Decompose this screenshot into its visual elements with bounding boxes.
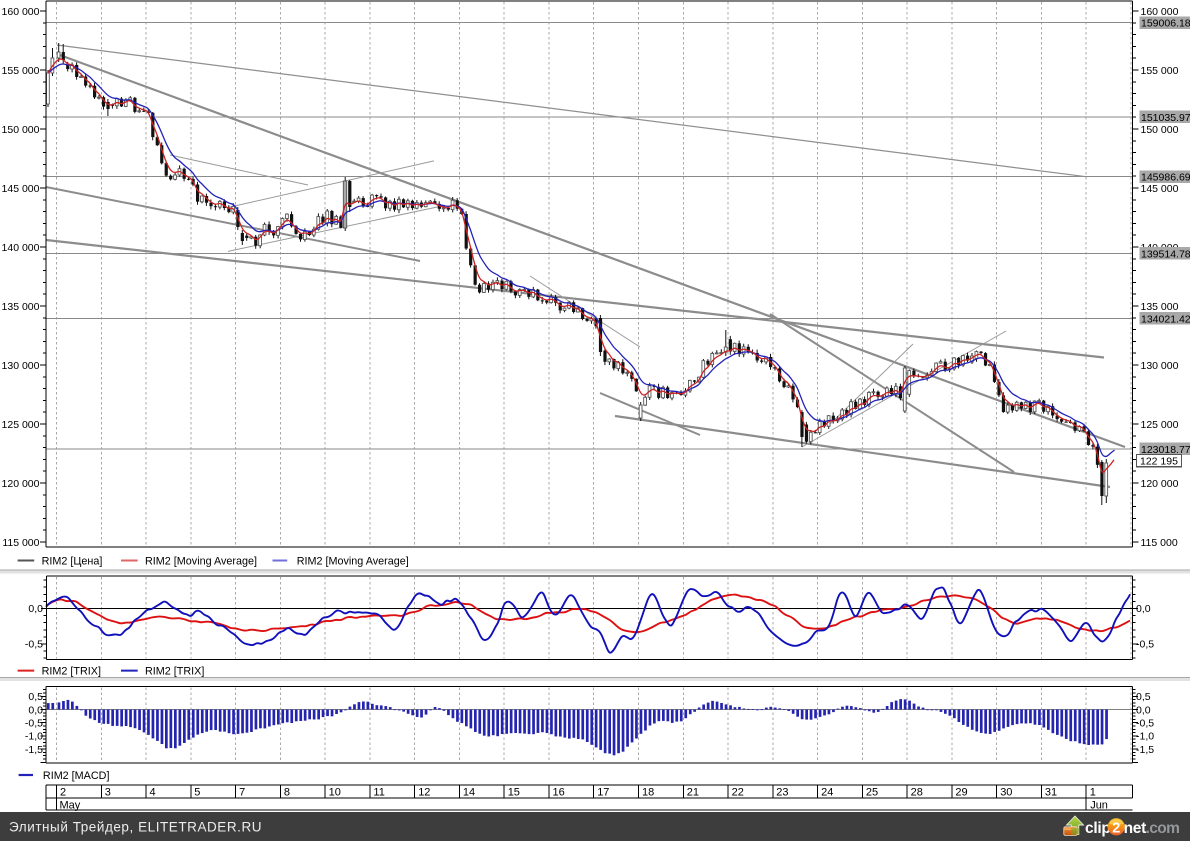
svg-text:139514.78: 139514.78 — [1141, 248, 1190, 260]
svg-text:RIM2 [Цена]: RIM2 [Цена] — [42, 556, 103, 568]
svg-text:125 000: 125 000 — [2, 419, 40, 431]
svg-text:3: 3 — [105, 786, 111, 798]
svg-text:-1,0: -1,0 — [25, 731, 43, 743]
svg-text:5: 5 — [194, 786, 200, 798]
svg-text:135 000: 135 000 — [1141, 301, 1179, 313]
svg-text:10: 10 — [329, 786, 341, 798]
svg-text:May: May — [60, 799, 81, 811]
svg-text:159006.18: 159006.18 — [1141, 18, 1190, 30]
svg-text:120 000: 120 000 — [1141, 478, 1179, 490]
svg-text:16: 16 — [553, 786, 565, 798]
svg-text:net: net — [1124, 820, 1146, 837]
svg-text:0,0: 0,0 — [1136, 603, 1151, 615]
svg-text:-0,5: -0,5 — [25, 718, 43, 730]
svg-text:30: 30 — [1000, 786, 1012, 798]
svg-text:24: 24 — [821, 786, 833, 798]
svg-text:123018.77: 123018.77 — [1141, 444, 1190, 456]
svg-text:0,0: 0,0 — [1136, 704, 1151, 716]
svg-text:150 000: 150 000 — [1141, 124, 1179, 136]
svg-text:0,0: 0,0 — [28, 704, 43, 716]
svg-text:23: 23 — [776, 786, 788, 798]
svg-text:2: 2 — [60, 786, 66, 798]
svg-text:1: 1 — [1090, 786, 1096, 798]
svg-text:29: 29 — [955, 786, 967, 798]
svg-text:12: 12 — [418, 786, 430, 798]
svg-text:145986.69: 145986.69 — [1141, 172, 1190, 184]
svg-text:-0,5: -0,5 — [1136, 718, 1154, 730]
svg-text:-1,0: -1,0 — [1136, 731, 1154, 743]
svg-text:-1,5: -1,5 — [25, 744, 43, 756]
svg-text:31: 31 — [1045, 786, 1057, 798]
svg-text:160 000: 160 000 — [1141, 6, 1179, 18]
svg-text:RIM2 [TRIX]: RIM2 [TRIX] — [42, 666, 101, 678]
svg-text:151035.97: 151035.97 — [1141, 112, 1190, 124]
svg-text:4: 4 — [150, 786, 156, 798]
svg-text:11: 11 — [373, 786, 384, 798]
svg-text:160 000: 160 000 — [2, 6, 40, 18]
svg-text:Элитный Трейдер, ELITETRADER.R: Элитный Трейдер, ELITETRADER.RU — [9, 820, 262, 835]
svg-text:18: 18 — [642, 786, 654, 798]
svg-text:28: 28 — [911, 786, 923, 798]
svg-text:RIM2 [Moving Average]: RIM2 [Moving Average] — [297, 556, 409, 568]
svg-text:155 000: 155 000 — [2, 65, 40, 77]
svg-text:22: 22 — [732, 786, 744, 798]
svg-text:-0,5: -0,5 — [25, 639, 43, 651]
svg-text:.com: .com — [1146, 820, 1180, 837]
svg-text:0,5: 0,5 — [28, 691, 43, 703]
svg-text:15: 15 — [508, 786, 520, 798]
svg-text:145 000: 145 000 — [1141, 183, 1179, 195]
svg-text:-0,5: -0,5 — [1136, 639, 1154, 651]
svg-text:25: 25 — [866, 786, 878, 798]
svg-text:-1,5: -1,5 — [1136, 744, 1154, 756]
svg-text:RIM2 [MACD]: RIM2 [MACD] — [43, 770, 110, 782]
svg-text:130 000: 130 000 — [2, 360, 40, 372]
svg-text:7: 7 — [239, 786, 245, 798]
svg-text:115 000: 115 000 — [1141, 537, 1178, 549]
svg-text:155 000: 155 000 — [1141, 65, 1179, 77]
svg-text:125 000: 125 000 — [1141, 419, 1179, 431]
svg-text:2: 2 — [1112, 820, 1120, 836]
svg-text:clip: clip — [1085, 820, 1111, 837]
svg-text:0,0: 0,0 — [28, 603, 43, 615]
svg-text:150 000: 150 000 — [2, 124, 40, 136]
svg-text:8: 8 — [284, 786, 290, 798]
svg-text:140 000: 140 000 — [2, 242, 40, 254]
svg-text:135 000: 135 000 — [2, 301, 40, 313]
svg-text:17: 17 — [597, 786, 609, 798]
svg-text:122 195: 122 195 — [1140, 455, 1178, 467]
svg-text:145 000: 145 000 — [2, 183, 40, 195]
svg-text:21: 21 — [687, 786, 699, 798]
svg-text:RIM2 [Moving Average]: RIM2 [Moving Average] — [145, 556, 257, 568]
svg-text:130 000: 130 000 — [1141, 360, 1179, 372]
svg-text:14: 14 — [463, 786, 475, 798]
svg-text:Jun: Jun — [1090, 799, 1108, 811]
svg-text:120 000: 120 000 — [2, 478, 40, 490]
svg-text:115 000: 115 000 — [2, 537, 39, 549]
svg-text:134021.42: 134021.42 — [1141, 313, 1190, 325]
svg-text:0,5: 0,5 — [1136, 691, 1151, 703]
svg-text:RIM2 [TRIX]: RIM2 [TRIX] — [145, 666, 204, 678]
